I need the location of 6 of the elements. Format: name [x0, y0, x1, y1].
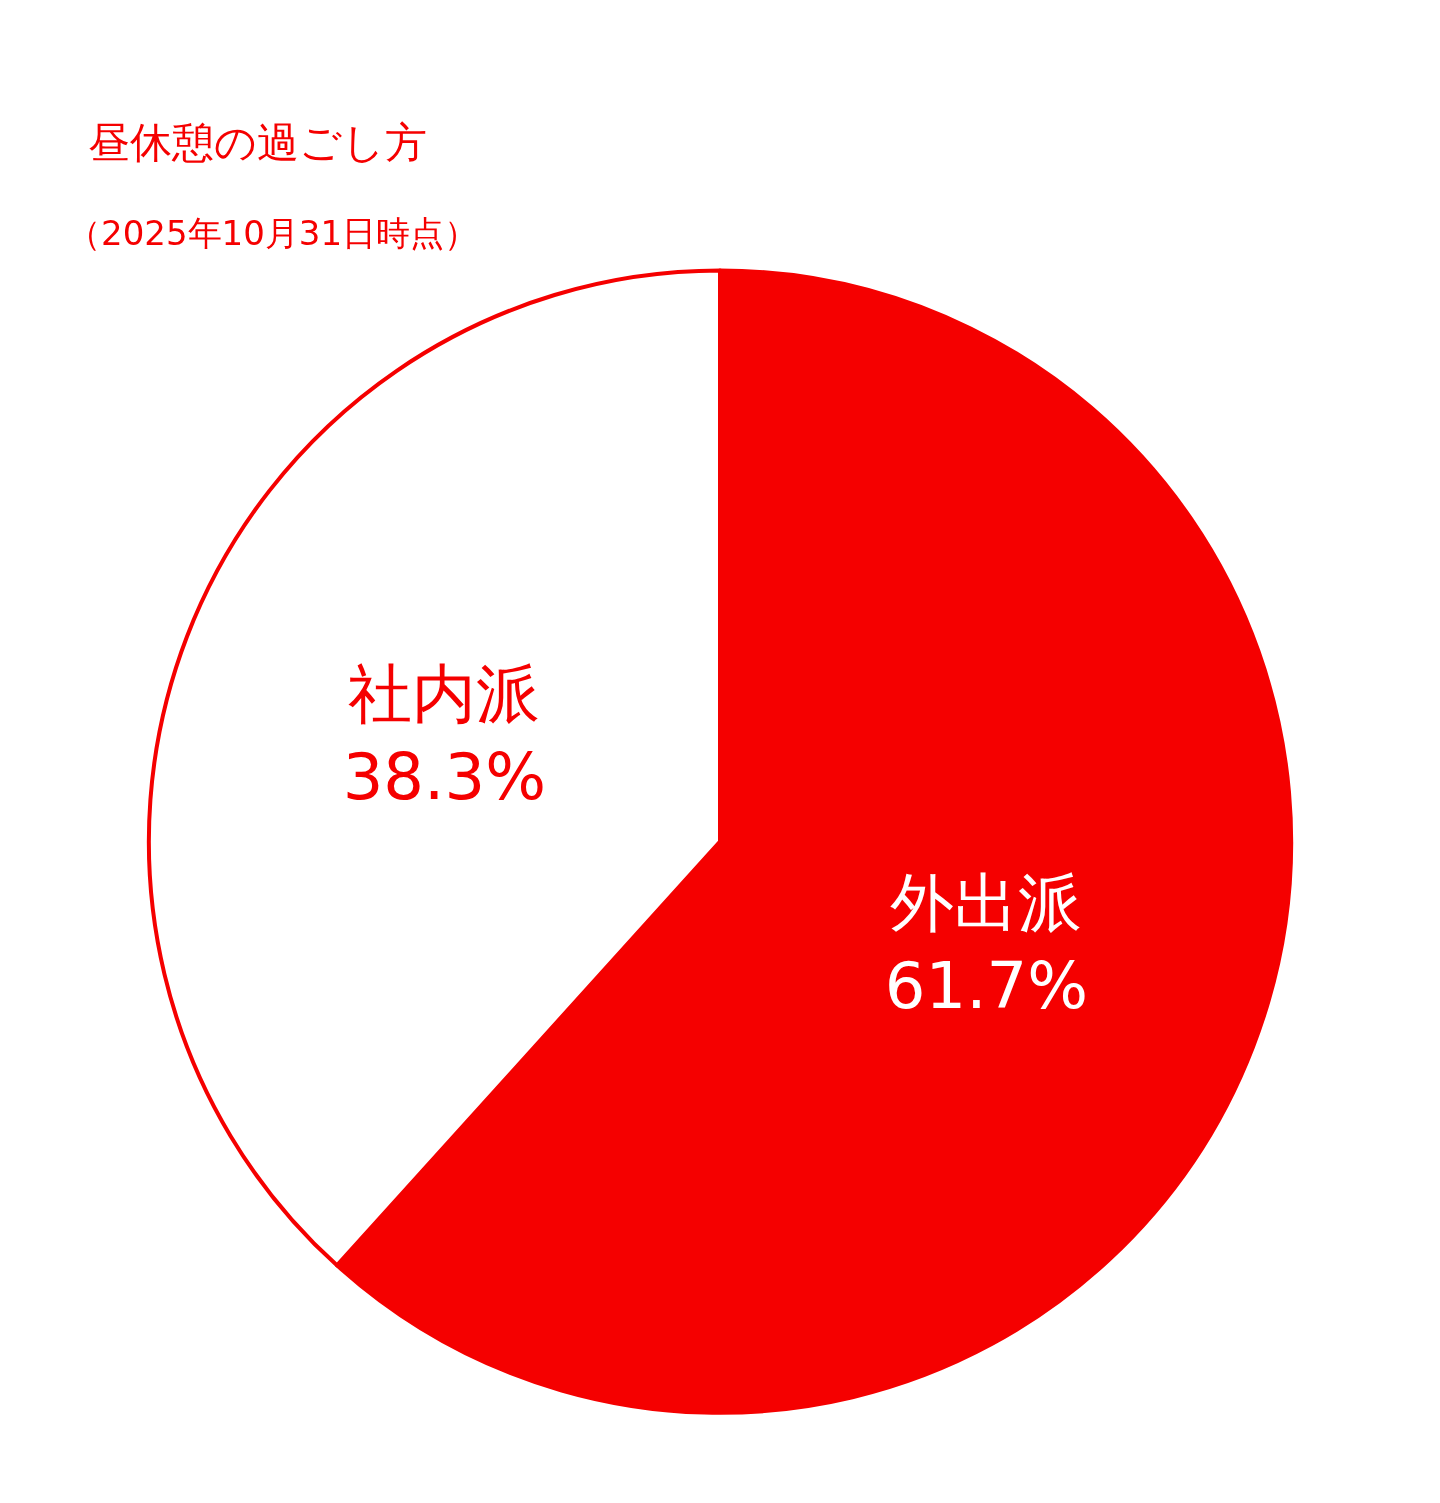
data-label: 38.3% [342, 740, 546, 815]
data-label: 61.7% [884, 948, 1089, 1023]
chart-title: 昼休憩の過ごし方 [88, 118, 427, 167]
chart-subtitle: （2025年10月31日時点） [67, 213, 479, 253]
slice-label: 社内派 [348, 656, 541, 731]
slice-label: 外出派 [890, 865, 1083, 940]
